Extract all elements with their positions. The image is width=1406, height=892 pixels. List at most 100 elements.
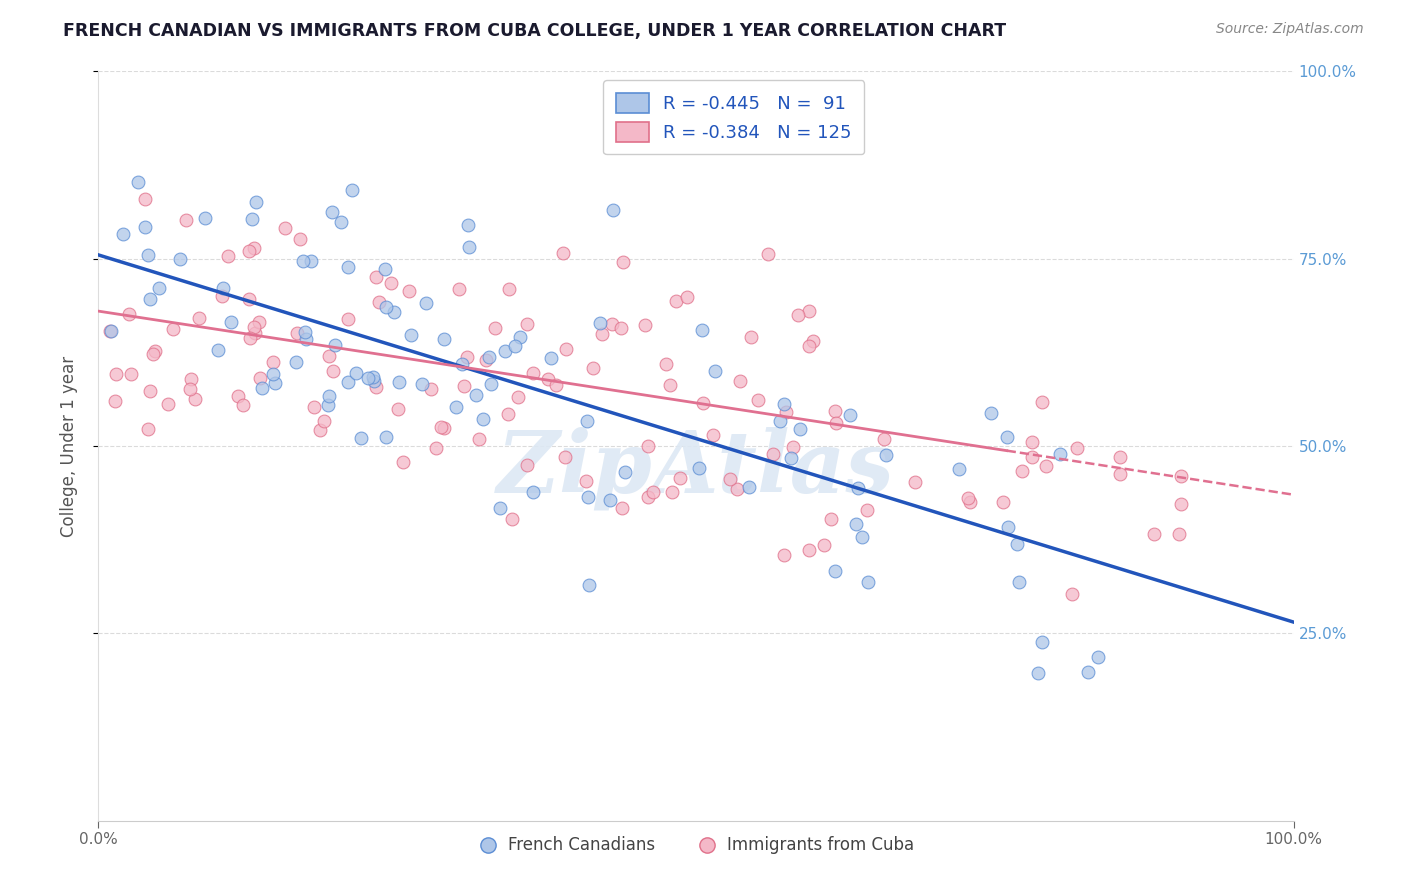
Point [578, 578, 600, 592]
Point [775, 405, 797, 419]
Point [250, 381, 273, 395]
Point [773, 548, 796, 562]
Point [478, 350, 501, 364]
Point [180, 371, 202, 385]
Point [472, 412, 495, 426]
Point [444, 401, 467, 415]
Point [318, 389, 340, 403]
Point [329, 215, 352, 229]
Point [612, 255, 634, 269]
Point [1087, 649, 1109, 664]
Point [104, 367, 127, 381]
Point [139, 384, 162, 398]
Point [551, 245, 574, 260]
Point [245, 194, 267, 209]
Point [294, 325, 316, 339]
Point [872, 433, 894, 447]
Point [240, 211, 263, 226]
Point [554, 342, 576, 356]
Point [299, 253, 322, 268]
Point [824, 404, 846, 418]
Point [851, 530, 873, 544]
Point [1035, 458, 1057, 473]
Point [655, 357, 678, 371]
Point [148, 281, 170, 295]
Point [136, 248, 159, 262]
Point [1049, 447, 1071, 461]
Point [312, 414, 335, 428]
Legend: French Canadians, Immigrants from Cuba: French Canadians, Immigrants from Cuba [471, 830, 921, 861]
Point [855, 503, 877, 517]
Point [997, 520, 1019, 534]
Point [217, 249, 239, 263]
Point [669, 471, 692, 485]
Point [1143, 527, 1166, 541]
Text: Source: ZipAtlas.com: Source: ZipAtlas.com [1216, 22, 1364, 37]
Point [1170, 469, 1192, 483]
Point [134, 219, 156, 234]
Point [367, 295, 389, 310]
Point [363, 374, 385, 388]
Point [243, 326, 266, 340]
Point [274, 220, 297, 235]
Point [522, 485, 544, 500]
Text: FRENCH CANADIAN VS IMMIGRANTS FROM CUBA COLLEGE, UNDER 1 YEAR CORRELATION CHART: FRENCH CANADIAN VS IMMIGRANTS FROM CUBA … [63, 22, 1007, 40]
Point [169, 252, 191, 267]
Point [465, 388, 488, 402]
Point [457, 218, 479, 232]
Point [498, 282, 520, 296]
Point [309, 423, 332, 437]
Point [634, 318, 657, 332]
Point [637, 490, 659, 504]
Point [799, 543, 821, 558]
Point [361, 370, 384, 384]
Point [120, 367, 142, 381]
Point [599, 493, 621, 508]
Point [690, 323, 713, 337]
Point [142, 347, 165, 361]
Point [337, 260, 360, 274]
Point [318, 349, 340, 363]
Point [374, 261, 396, 276]
Point [179, 382, 201, 396]
Point [316, 398, 339, 412]
Point [613, 465, 636, 479]
Point [676, 290, 699, 304]
Point [302, 400, 325, 414]
Point [789, 422, 811, 436]
Point [576, 414, 599, 428]
Point [226, 389, 249, 403]
Point [429, 420, 451, 434]
Point [665, 293, 688, 308]
Point [718, 473, 741, 487]
Point [425, 441, 447, 455]
Point [846, 481, 869, 495]
Point [575, 474, 598, 488]
Point [1109, 450, 1132, 464]
Point [468, 432, 491, 446]
Point [959, 494, 981, 508]
Point [344, 366, 367, 380]
Point [104, 394, 127, 409]
Point [387, 401, 409, 416]
Point [797, 339, 820, 353]
Point [364, 270, 387, 285]
Point [1005, 537, 1028, 551]
Point [702, 428, 724, 442]
Point [1170, 497, 1192, 511]
Point [127, 175, 149, 189]
Point [143, 343, 166, 358]
Point [1011, 464, 1033, 478]
Point [948, 462, 970, 476]
Point [475, 352, 498, 367]
Point [162, 322, 184, 336]
Point [456, 350, 478, 364]
Point [479, 377, 502, 392]
Point [458, 240, 481, 254]
Point [100, 324, 122, 338]
Point [813, 538, 835, 552]
Point [1031, 395, 1053, 409]
Point [1077, 665, 1099, 680]
Point [762, 447, 785, 461]
Point [516, 317, 538, 331]
